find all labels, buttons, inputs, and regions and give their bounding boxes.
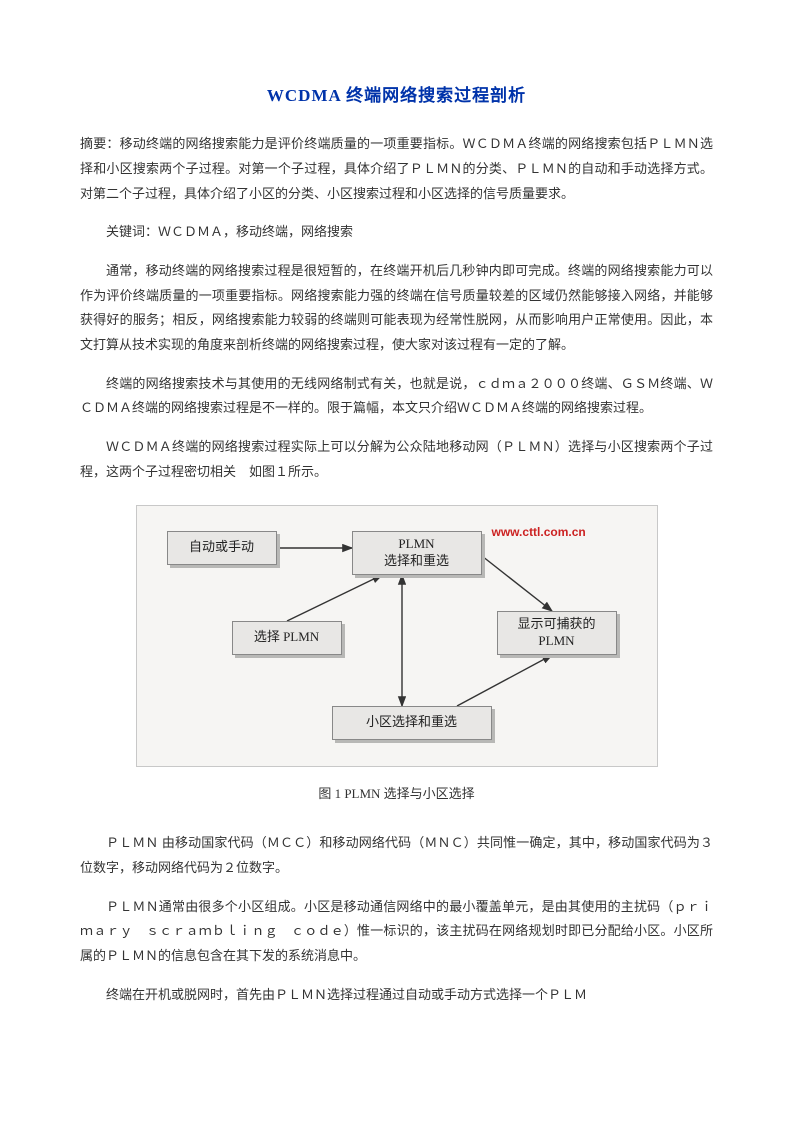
document-page: WCDMA 终端网络搜索过程剖析 摘要：移动终端的网络搜索能力是评价终端质量的一… [0, 0, 793, 1061]
document-title: WCDMA 终端网络搜索过程剖析 [80, 80, 713, 112]
flowchart-node-plmn: PLMN选择和重选 [352, 531, 482, 575]
body-paragraph-3: ＷＣＤＭＡ终端的网络搜索过程实际上可以分解为公众陆地移动网（ＰＬＭＮ）选择与小区… [80, 435, 713, 484]
keywords-paragraph: 关键词：ＷＣＤＭＡ，移动终端，网络搜索 [80, 220, 713, 245]
body-paragraph-5: ＰＬＭＮ通常由很多个小区组成。小区是移动通信网络中的最小覆盖单元，是由其使用的主… [80, 895, 713, 969]
figure-caption: 图 1 PLMN 选择与小区选择 [80, 782, 713, 807]
flowchart-node-cell: 小区选择和重选 [332, 706, 492, 740]
body-paragraph-1: 通常，移动终端的网络搜索过程是很短暂的，在终端开机后几秒钟内即可完成。终端的网络… [80, 259, 713, 358]
flowchart-node-auto: 自动或手动 [167, 531, 277, 565]
body-paragraph-6: 终端在开机或脱网时，首先由ＰＬＭＮ选择过程通过自动或手动方式选择一个ＰＬＭ [80, 983, 713, 1008]
body-paragraph-2: 终端的网络搜索技术与其使用的无线网络制式有关，也就是说，ｃｄｍａ２０００终端、Ｇ… [80, 372, 713, 421]
watermark-url: www.cttl.com.cn [492, 521, 586, 544]
body-paragraph-4: ＰＬＭＮ 由移动国家代码（ＭＣＣ）和移动网络代码（ＭＮＣ）共同惟一确定，其中，移… [80, 831, 713, 880]
flowchart-node-select: 选择 PLMN [232, 621, 342, 655]
flowchart-node-display: 显示可捕获的PLMN [497, 611, 617, 655]
flowchart-diagram: www.cttl.com.cn 自动或手动 PLMN选择和重选选择 PLMN 显示可… [136, 505, 658, 767]
abstract-paragraph: 摘要：移动终端的网络搜索能力是评价终端质量的一项重要指标。ＷＣＤＭＡ终端的网络搜… [80, 132, 713, 206]
